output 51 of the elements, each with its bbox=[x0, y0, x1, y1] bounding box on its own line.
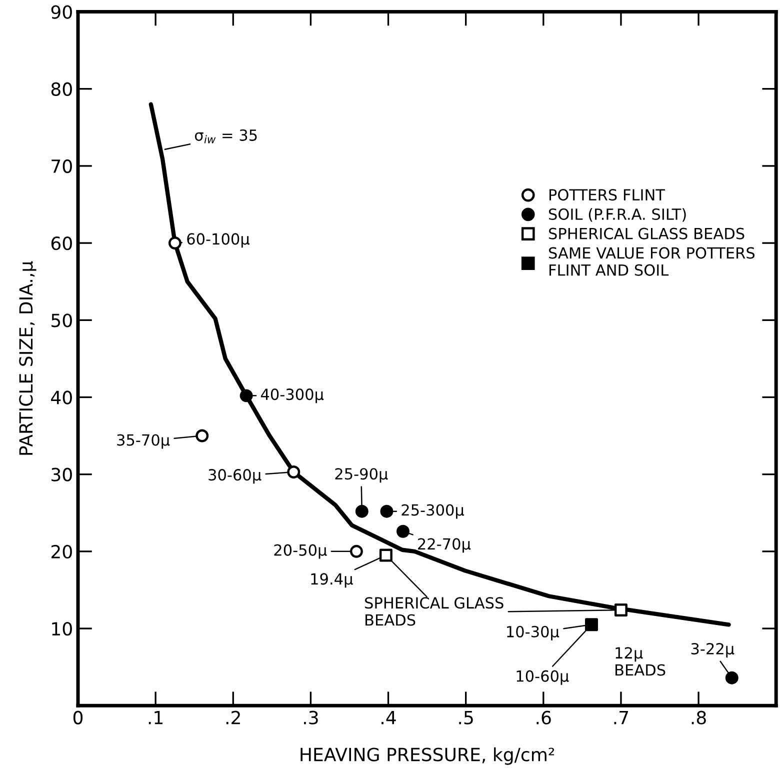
annotation: 10-60μ bbox=[516, 670, 569, 685]
point bbox=[725, 671, 738, 684]
point bbox=[396, 524, 410, 538]
point bbox=[379, 548, 392, 562]
y-tick-label: 60 bbox=[51, 236, 72, 250]
point bbox=[614, 604, 628, 616]
annotation: σ$_{iw}$ = 35 bbox=[195, 129, 257, 144]
y-tick-label: 40 bbox=[51, 390, 72, 404]
legend-label: SAME VALUE FOR POTTERS FLINT AND SOIL bbox=[548, 247, 755, 276]
y-tick-label: 70 bbox=[52, 159, 72, 174]
x-tick-label: .2 bbox=[226, 710, 240, 724]
annotation: 22-70μ bbox=[418, 538, 471, 553]
annotation: 12μ BEADS bbox=[616, 647, 666, 676]
annotation: SPHERICAL GLASS BEADS bbox=[365, 597, 504, 626]
y-tick-label: 90 bbox=[51, 5, 72, 19]
annotation: 20-50μ bbox=[274, 544, 327, 559]
x-tick-label: .8 bbox=[692, 710, 706, 724]
annotation: 60-100μ bbox=[187, 233, 250, 248]
point bbox=[585, 618, 598, 632]
annotation: 19.4μ bbox=[311, 573, 353, 588]
y-tick-label: 80 bbox=[51, 82, 72, 96]
y-tick-label: 20 bbox=[51, 544, 72, 559]
legend-label: SPHERICAL GLASS BEADS bbox=[548, 228, 744, 240]
y-axis-title: PARTICLE SIZE, DIA.,μ bbox=[19, 261, 36, 455]
annotation: 3-22μ bbox=[691, 642, 734, 658]
point bbox=[196, 429, 209, 442]
x-tick-label: .3 bbox=[304, 710, 318, 724]
y-tick-label: 50 bbox=[52, 314, 72, 328]
annotation: 10-30μ bbox=[507, 626, 560, 640]
point bbox=[168, 236, 182, 250]
x-tick-label: .6 bbox=[536, 710, 551, 724]
annotation: 40-300μ bbox=[260, 388, 324, 404]
legend-label: POTTERS FLINT bbox=[549, 189, 666, 201]
legend-label: SOIL (P.F.R.A. SILT) bbox=[548, 208, 686, 222]
x-tick-label: .7 bbox=[614, 711, 628, 724]
point bbox=[355, 504, 368, 518]
annotation: 35-70μ bbox=[117, 434, 170, 449]
point bbox=[380, 504, 394, 518]
x-tick-label: .1 bbox=[148, 711, 163, 724]
x-tick-label: .4 bbox=[382, 711, 396, 724]
x-tick-label: .5 bbox=[459, 711, 473, 724]
y-tick-label: 10 bbox=[52, 622, 72, 636]
point bbox=[350, 544, 363, 558]
x-axis-title: HEAVING PRESSURE, kg/cm² bbox=[300, 747, 554, 765]
annotation: 25-90μ bbox=[335, 468, 388, 483]
annotation: 25-300μ bbox=[402, 504, 464, 519]
y-tick-label: 30 bbox=[52, 468, 72, 482]
x-tick-label: 0 bbox=[73, 710, 83, 724]
point bbox=[287, 466, 300, 478]
annotation: 30-60μ bbox=[208, 469, 262, 484]
point bbox=[240, 389, 253, 402]
